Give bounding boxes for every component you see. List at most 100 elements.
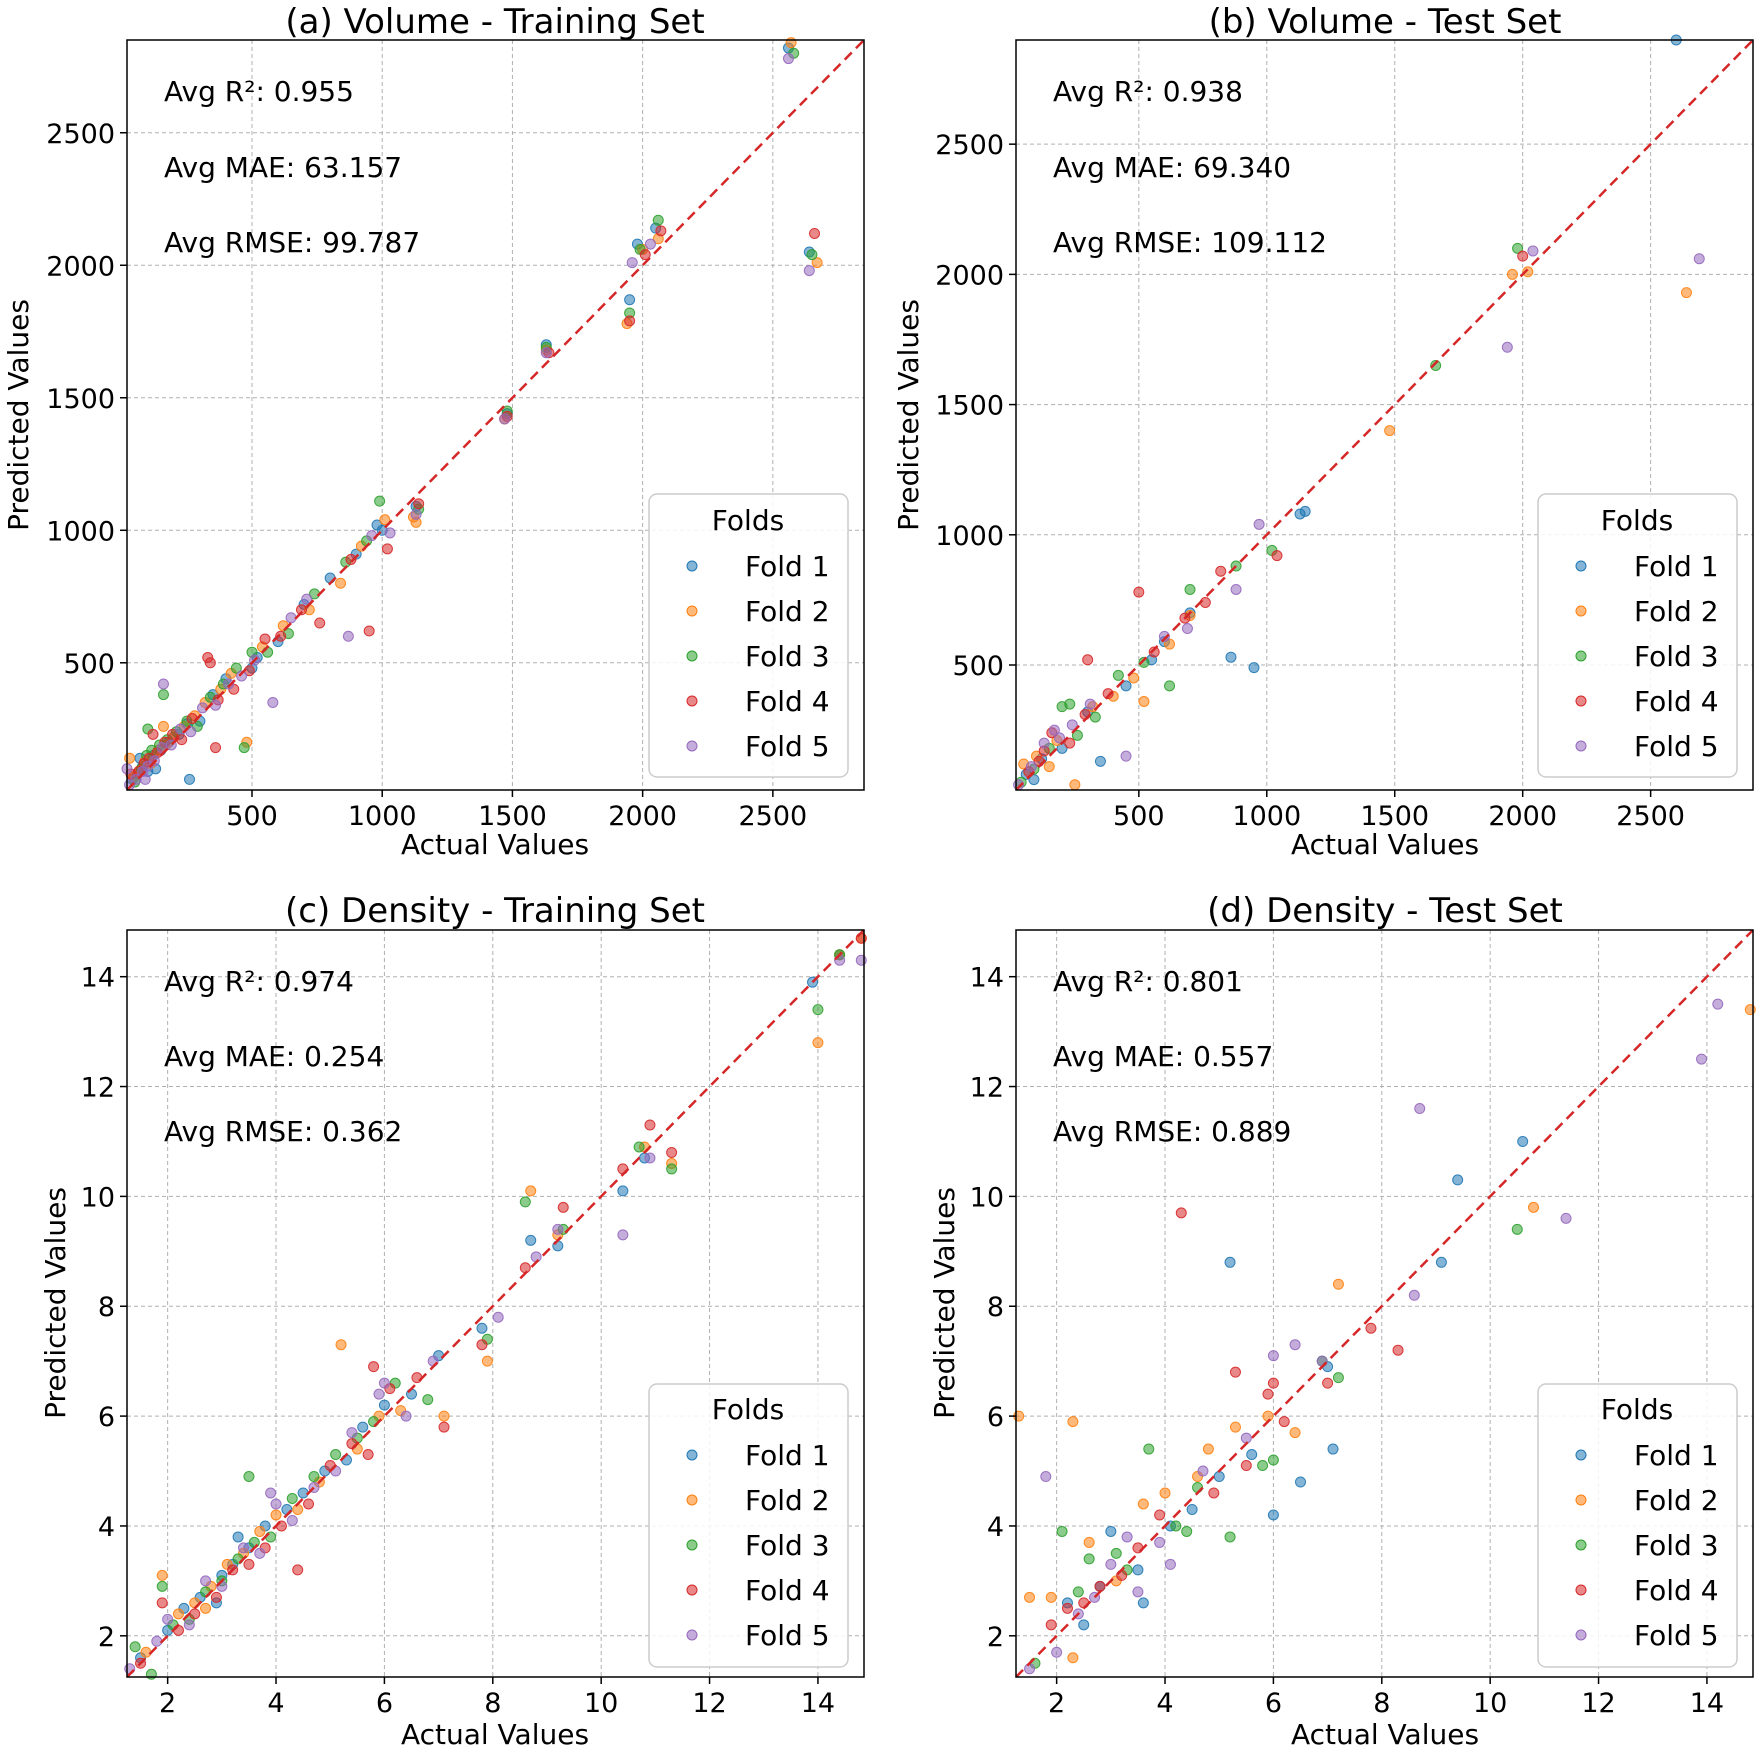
- data-point-fold-5: [1240, 1432, 1252, 1444]
- data-point-fold-4: [1102, 688, 1114, 700]
- data-point-fold-3: [330, 1449, 342, 1461]
- annotation-mae: Avg MAE: 63.157: [164, 151, 402, 184]
- scatter-points: [121, 37, 823, 791]
- data-point-fold-5: [1693, 253, 1705, 265]
- data-point-fold-2: [1043, 761, 1055, 773]
- x-tick-label: 6: [1265, 1688, 1282, 1719]
- data-point-fold-5: [803, 265, 815, 277]
- data-point-fold-5: [644, 238, 656, 250]
- legend-label-fold-3: Fold 3: [745, 1529, 830, 1562]
- data-point-fold-2: [200, 1602, 212, 1614]
- data-point-fold-2: [1289, 1427, 1301, 1439]
- legend-label-fold-4: Fold 4: [745, 1574, 830, 1607]
- data-point-fold-5: [378, 1377, 390, 1389]
- data-point-fold-4: [259, 633, 271, 645]
- annotation-r2: Avg R²: 0.801: [1053, 965, 1243, 998]
- legend-marker-fold-2: [1575, 605, 1587, 617]
- data-point-fold-2: [1159, 1487, 1171, 1499]
- data-point-fold-5: [223, 678, 235, 690]
- legend: Folds Fold 1 Fold 2 Fold 3 Fold 4 Fold 5: [648, 1383, 849, 1668]
- data-point-fold-4: [1045, 1619, 1057, 1631]
- legend-label-fold-1: Fold 1: [745, 1439, 830, 1472]
- data-point-fold-5: [1024, 1663, 1036, 1675]
- data-point-fold-1: [1248, 662, 1260, 674]
- y-tick-label: 1000: [46, 516, 115, 547]
- data-point-fold-4: [295, 604, 307, 616]
- data-point-fold-2: [811, 257, 823, 269]
- data-point-fold-4: [1175, 1207, 1187, 1219]
- data-point-fold-3: [230, 662, 242, 674]
- data-point-fold-5: [1084, 698, 1096, 710]
- data-point-fold-5: [1121, 1531, 1133, 1543]
- data-point-fold-1: [357, 1421, 369, 1433]
- data-point-fold-1: [1105, 1525, 1117, 1537]
- data-point-fold-2: [1680, 287, 1692, 299]
- data-point-fold-4: [639, 249, 651, 261]
- data-point-fold-2: [1069, 779, 1081, 791]
- x-axis-label: Actual Values: [1291, 1718, 1479, 1751]
- data-point-fold-5: [530, 1251, 542, 1263]
- legend-marker-fold-2: [686, 605, 698, 617]
- data-point-fold-5: [1038, 737, 1050, 749]
- data-point-fold-4: [1229, 1366, 1241, 1378]
- legend-marker-fold-3: [1575, 1539, 1587, 1551]
- data-point-fold-5: [782, 53, 794, 65]
- data-point-fold-2: [1024, 1591, 1036, 1603]
- x-tick-label: 8: [484, 1688, 501, 1719]
- data-point-fold-5: [157, 678, 169, 690]
- data-point-fold-4: [1215, 565, 1227, 577]
- data-point-fold-4: [1082, 654, 1094, 666]
- x-tick-label: 14: [801, 1688, 835, 1719]
- data-point-fold-4: [476, 1339, 488, 1351]
- legend-marker-fold-4: [1575, 1584, 1587, 1596]
- data-point-fold-3: [1512, 242, 1524, 254]
- data-point-fold-2: [172, 1608, 184, 1620]
- data-point-fold-4: [1267, 1377, 1279, 1389]
- legend-label-fold-5: Fold 5: [1634, 1619, 1719, 1652]
- data-point-fold-1: [1132, 1564, 1144, 1576]
- x-tick-label: 12: [692, 1688, 726, 1719]
- data-point-fold-4: [624, 315, 636, 327]
- data-point-fold-5: [301, 593, 313, 605]
- data-point-fold-4: [275, 630, 287, 642]
- y-tick-label: 6: [987, 1402, 1004, 1433]
- data-point-fold-3: [1267, 1454, 1279, 1466]
- data-point-fold-3: [1138, 656, 1150, 668]
- data-point-fold-5: [400, 1410, 412, 1422]
- legend-label-fold-4: Fold 4: [745, 685, 830, 718]
- data-point-fold-3: [145, 1668, 157, 1680]
- y-axis-label: Predicted Values: [928, 1187, 961, 1419]
- data-point-fold-1: [1137, 1597, 1149, 1609]
- data-point-fold-5: [151, 1635, 163, 1647]
- data-point-fold-1: [1224, 1256, 1236, 1268]
- legend-label-fold-3: Fold 3: [1634, 1529, 1719, 1562]
- data-point-fold-3: [1056, 1525, 1068, 1537]
- y-tick-label: 12: [970, 1073, 1004, 1104]
- x-axis-label: Actual Values: [401, 828, 589, 861]
- chart-title: (d) Density - Test Set: [1207, 891, 1563, 931]
- grid: [127, 930, 864, 1677]
- data-point-fold-3: [1332, 1372, 1344, 1384]
- data-point-fold-2: [1262, 1410, 1274, 1422]
- data-point-fold-1: [1435, 1256, 1447, 1268]
- y-tick-label: 1500: [46, 384, 115, 415]
- annotation-mae: Avg MAE: 0.557: [1053, 1040, 1273, 1073]
- legend-marker-fold-1: [1575, 1449, 1587, 1461]
- data-point-fold-1: [297, 1487, 309, 1499]
- data-point-fold-3: [1224, 1531, 1236, 1543]
- x-tick-label: 2000: [608, 801, 677, 832]
- legend-label-fold-3: Fold 3: [745, 640, 830, 673]
- data-point-fold-4: [167, 728, 179, 740]
- data-point-fold-3: [1072, 1586, 1084, 1598]
- data-point-fold-1: [232, 1531, 244, 1543]
- data-point-fold-5: [1025, 761, 1037, 773]
- x-tick-label: 2500: [738, 801, 807, 832]
- legend-marker-fold-1: [686, 1449, 698, 1461]
- y-tick-label: 12: [81, 1073, 115, 1104]
- data-point-fold-4: [1094, 1580, 1106, 1592]
- legend-title: Folds: [1601, 1393, 1673, 1426]
- legend-label-fold-2: Fold 2: [1634, 1484, 1719, 1517]
- legend-marker-fold-4: [686, 695, 698, 707]
- legend: Folds Fold 1 Fold 2 Fold 3 Fold 4 Fold 5: [1537, 1383, 1738, 1668]
- panel-density-training: 2 4 6 8 10 12 14 2 4 6 8 10 12 14 (c) Density - Train…: [39, 891, 867, 1751]
